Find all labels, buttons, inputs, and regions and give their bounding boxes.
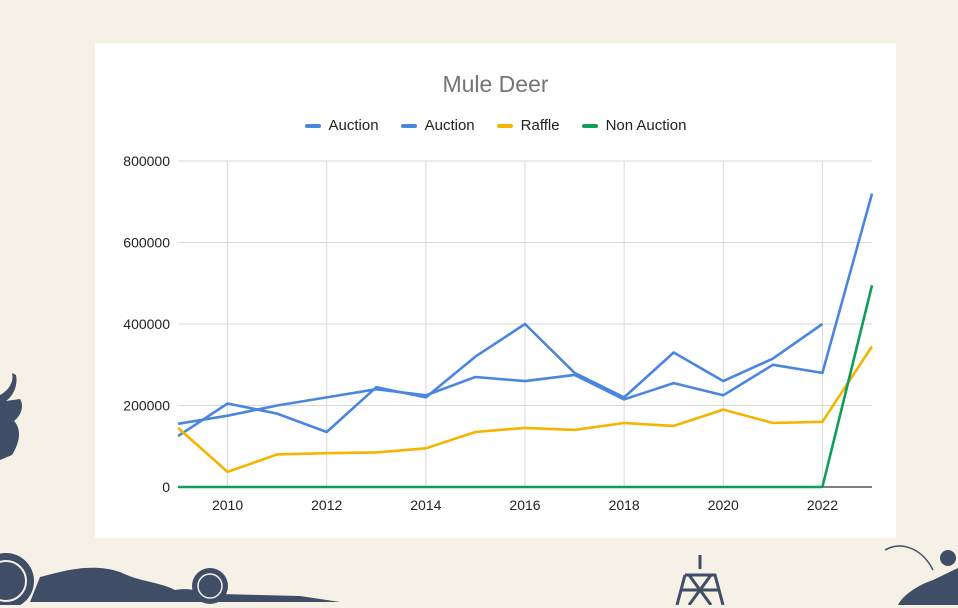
legend-swatch — [581, 123, 598, 128]
legend-item[interactable]: Non Auction — [581, 117, 687, 134]
legend-label: Auction — [328, 117, 379, 134]
y-tick-label: 200000 — [123, 398, 170, 414]
y-tick-label: 600000 — [123, 235, 170, 251]
legend-label: Raffle — [520, 117, 560, 134]
x-tick-label: 2016 — [509, 497, 540, 513]
legend-item[interactable]: Auction — [304, 117, 379, 134]
series-line-3 — [178, 284, 874, 489]
series-line-2 — [177, 345, 874, 474]
x-tick-label: 2010 — [212, 497, 243, 513]
y-tick-label: 0 — [162, 479, 170, 495]
line-chart: 0 200000 400000 600000 800000 2010 2012 2014 201… — [123, 153, 874, 513]
legend-swatch — [400, 123, 417, 128]
chart-legend: Auction Auction Raffle Non Auction — [95, 117, 896, 134]
turkey-icon — [192, 568, 228, 604]
chart-card: Mule Deer Auction Auction Raffle Non Auctio… — [95, 43, 896, 538]
seal-emblem-icon — [0, 553, 34, 605]
x-tick-label: 2014 — [410, 497, 441, 513]
legend-swatch — [496, 123, 513, 128]
series-lines — [177, 193, 874, 489]
legend-label: Auction — [424, 117, 475, 134]
y-tick-label: 800000 — [123, 153, 170, 169]
x-tick-label: 2022 — [807, 497, 838, 513]
landscape-silhouette — [30, 567, 340, 602]
x-tick-label: 2018 — [609, 497, 640, 513]
tower-icon — [675, 555, 725, 605]
x-tick-label: 2012 — [311, 497, 342, 513]
fisherman-icon — [884, 545, 958, 605]
deer-antler-icon — [0, 373, 22, 460]
x-tick-label: 2020 — [708, 497, 739, 513]
series-line-0 — [177, 322, 824, 438]
legend-swatch — [304, 123, 321, 128]
legend-item[interactable]: Auction — [400, 117, 475, 134]
y-tick-label: 400000 — [123, 316, 170, 332]
legend-item[interactable]: Raffle — [496, 117, 560, 134]
chart-title: Mule Deer — [442, 71, 549, 97]
legend-label: Non Auction — [605, 117, 687, 134]
series-line-1 — [177, 193, 874, 426]
tick-labels: 0 200000 400000 600000 800000 2010 2012 2014 201… — [123, 153, 838, 513]
